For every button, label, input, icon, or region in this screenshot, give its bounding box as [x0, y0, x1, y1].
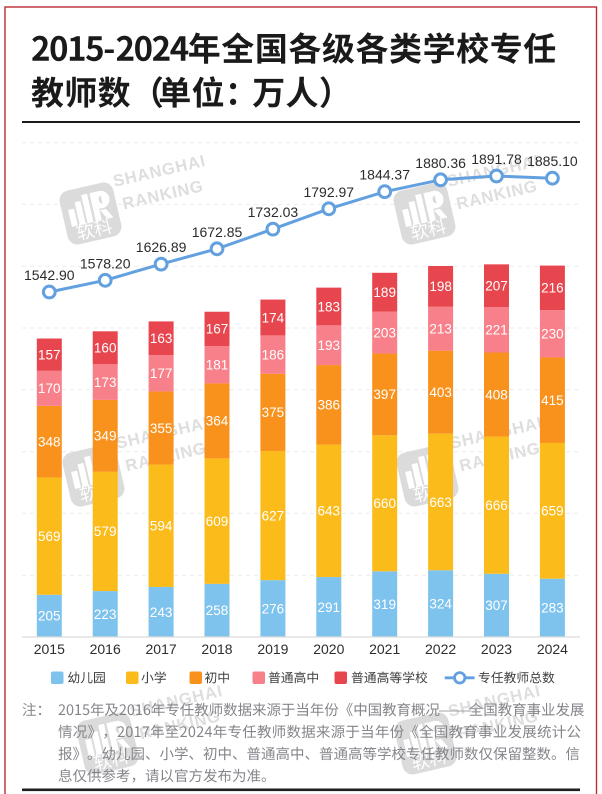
svg-text:170: 170	[38, 381, 61, 396]
svg-text:163: 163	[150, 331, 173, 346]
svg-text:2023: 2023	[481, 641, 512, 657]
svg-text:579: 579	[94, 524, 117, 539]
svg-text:174: 174	[262, 310, 285, 325]
svg-text:221: 221	[485, 323, 508, 338]
svg-text:569: 569	[38, 529, 61, 544]
svg-text:1792.97: 1792.97	[303, 184, 354, 200]
svg-text:223: 223	[94, 607, 117, 622]
svg-text:594: 594	[150, 519, 173, 534]
svg-text:1732.03: 1732.03	[248, 204, 299, 220]
svg-text:173: 173	[94, 375, 117, 390]
svg-text:203: 203	[373, 325, 396, 340]
svg-text:403: 403	[429, 385, 452, 400]
svg-text:258: 258	[206, 603, 229, 618]
svg-text:660: 660	[373, 496, 396, 511]
svg-text:319: 319	[373, 597, 396, 612]
svg-text:355: 355	[150, 421, 173, 436]
svg-text:2024: 2024	[537, 641, 568, 657]
svg-text:1844.37: 1844.37	[359, 167, 410, 183]
svg-text:397: 397	[373, 387, 396, 402]
svg-text:415: 415	[541, 393, 564, 408]
svg-text:193: 193	[318, 338, 341, 353]
svg-text:291: 291	[318, 600, 341, 615]
svg-text:205: 205	[38, 609, 61, 624]
svg-text:2017: 2017	[146, 641, 177, 657]
svg-text:216: 216	[541, 281, 564, 296]
svg-text:627: 627	[262, 508, 285, 523]
svg-text:666: 666	[485, 498, 508, 513]
svg-text:663: 663	[429, 495, 452, 510]
svg-text:1880.36: 1880.36	[415, 155, 466, 171]
svg-text:348: 348	[38, 435, 61, 450]
svg-text:1885.10: 1885.10	[527, 153, 578, 169]
svg-text:2019: 2019	[257, 641, 288, 657]
svg-text:283: 283	[541, 601, 564, 616]
svg-text:160: 160	[94, 341, 117, 356]
svg-text:349: 349	[94, 429, 117, 444]
svg-text:2016: 2016	[90, 641, 121, 657]
svg-text:177: 177	[150, 366, 173, 381]
svg-text:181: 181	[206, 358, 229, 373]
svg-text:186: 186	[262, 347, 285, 362]
svg-text:307: 307	[485, 598, 508, 613]
svg-text:157: 157	[38, 348, 61, 363]
svg-text:1578.20: 1578.20	[80, 255, 131, 271]
svg-text:324: 324	[429, 596, 452, 611]
svg-text:375: 375	[262, 405, 285, 420]
svg-text:386: 386	[318, 398, 341, 413]
svg-text:2022: 2022	[425, 641, 456, 657]
svg-text:276: 276	[262, 601, 285, 616]
svg-text:2021: 2021	[369, 641, 400, 657]
svg-text:1891.78: 1891.78	[471, 151, 522, 167]
svg-text:643: 643	[318, 504, 341, 519]
svg-text:408: 408	[485, 387, 508, 402]
svg-text:659: 659	[541, 504, 564, 519]
svg-text:1672.85: 1672.85	[192, 224, 243, 240]
svg-text:2015: 2015	[34, 641, 65, 657]
svg-text:1626.89: 1626.89	[136, 239, 187, 255]
svg-text:213: 213	[429, 322, 452, 337]
svg-text:189: 189	[373, 285, 396, 300]
svg-text:609: 609	[206, 514, 229, 529]
svg-text:207: 207	[485, 279, 508, 294]
svg-text:230: 230	[541, 327, 564, 342]
svg-text:2018: 2018	[201, 641, 232, 657]
svg-text:2020: 2020	[313, 641, 344, 657]
svg-text:364: 364	[206, 414, 229, 429]
svg-text:1542.90: 1542.90	[24, 267, 75, 283]
svg-text:183: 183	[318, 299, 341, 314]
svg-text:243: 243	[150, 605, 173, 620]
svg-text:167: 167	[206, 322, 229, 337]
svg-text:198: 198	[429, 279, 452, 294]
